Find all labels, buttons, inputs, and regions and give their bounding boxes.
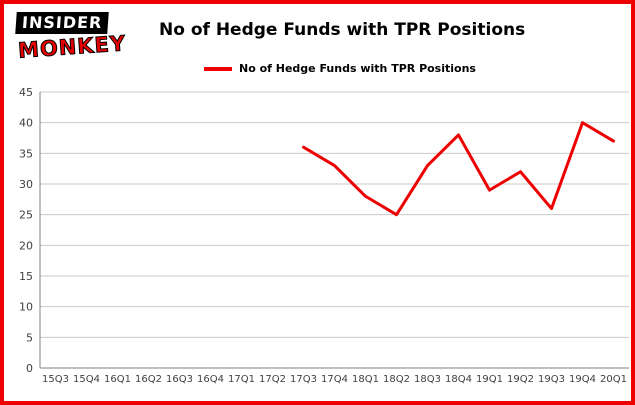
legend: No of Hedge Funds with TPR Positions	[204, 62, 476, 75]
x-tick-label: 17Q3	[290, 374, 317, 385]
legend-line-swatch	[204, 66, 232, 71]
y-tick-label: 35	[19, 147, 33, 160]
y-tick-label: 45	[19, 86, 33, 99]
x-tick-label: 16Q1	[104, 374, 131, 385]
x-tick-label: 19Q2	[507, 374, 534, 385]
line-chart: 0 5 10 15 20 25 30 35 40 45 15Q3 15Q4 16Q1 16Q2 16Q3 16…	[19, 86, 629, 385]
page-title: No of Hedge Funds with TPR Positions	[159, 20, 526, 40]
x-tick-label: 17Q2	[259, 374, 286, 385]
x-tick-label: 20Q1	[600, 374, 627, 385]
x-tick-label: 18Q4	[445, 374, 472, 385]
x-tick-label: 18Q1	[352, 374, 379, 385]
y-tick-label: 5	[26, 331, 33, 344]
series-line	[302, 121, 615, 217]
x-tick-label: 16Q2	[135, 374, 162, 385]
x-tick-label: 17Q1	[228, 374, 255, 385]
y-tick-label: 40	[19, 117, 33, 130]
x-tick-label: 19Q1	[476, 374, 503, 385]
x-tick-label: 15Q4	[73, 374, 100, 385]
y-tick-label: 0	[26, 362, 33, 375]
x-tick-label: 16Q3	[166, 374, 193, 385]
y-tick-label: 30	[19, 178, 33, 191]
x-tick-label: 18Q2	[383, 374, 410, 385]
legend-label: No of Hedge Funds with TPR Positions	[239, 62, 476, 75]
x-tick-label: 19Q3	[538, 374, 565, 385]
x-tick-label: 19Q4	[569, 374, 596, 385]
x-tick-label: 18Q3	[414, 374, 441, 385]
x-tick-label: 15Q3	[42, 374, 69, 385]
x-tick-label: 16Q4	[197, 374, 224, 385]
y-tick-label: 10	[19, 301, 33, 314]
x-tick-label: 17Q4	[321, 374, 348, 385]
y-tick-label: 25	[19, 209, 33, 222]
y-tick-label: 15	[19, 270, 33, 283]
y-tick-label: 20	[19, 239, 33, 252]
